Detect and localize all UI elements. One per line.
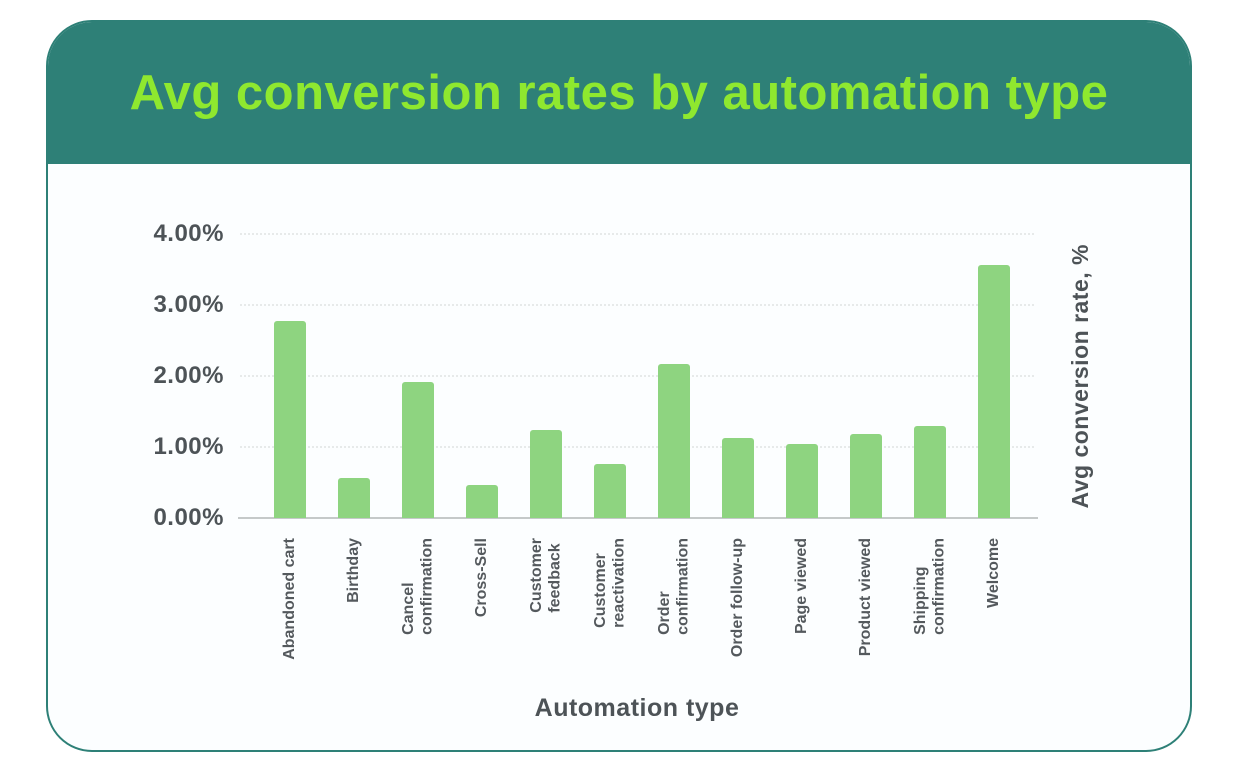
bar-customer-feedback xyxy=(530,430,562,518)
x-category-label: Page viewed xyxy=(792,538,810,635)
bar-welcome xyxy=(978,265,1010,518)
bar-chart: 4.00% 3.00% 2.00% 1.00% 0.00% Abandoned cart… xyxy=(48,22,1190,750)
bar-order-follow-up xyxy=(722,438,754,518)
x-axis-line xyxy=(238,517,1038,519)
bar-cancel-confirmation xyxy=(402,382,434,518)
gridline-2.00% xyxy=(240,375,1034,377)
y-tick-label: 1.00% xyxy=(153,433,224,460)
bar-page-viewed xyxy=(786,444,818,518)
bar-order-confirmation xyxy=(658,364,690,518)
x-category-label: Welcome xyxy=(984,538,1002,608)
bar-shipping-confirmation xyxy=(914,426,946,518)
x-category-label: Cancel confirmation xyxy=(399,538,435,635)
bar-product-viewed xyxy=(850,434,882,518)
gridline-4.00% xyxy=(240,233,1034,235)
x-axis-title: Automation type xyxy=(534,694,740,722)
x-category-label: Order confirmation xyxy=(655,538,691,635)
x-label-slot: Welcome xyxy=(954,538,1034,708)
chart-title: Avg conversion rates by automation type xyxy=(129,66,1109,120)
x-category-label: Product viewed xyxy=(856,538,874,657)
x-category-label: Shipping confirmation xyxy=(911,538,947,635)
y-tick-label: 0.00% xyxy=(153,504,224,531)
x-category-label: Birthday xyxy=(344,538,362,603)
y-axis-title: Avg conversion rate, % xyxy=(1066,243,1093,509)
x-category-label: Order follow-up xyxy=(728,538,746,658)
y-tick-label: 2.00% xyxy=(153,362,224,389)
y-axis-title-wrap: Avg conversion rate, % xyxy=(1048,208,1112,544)
y-tick-label: 4.00% xyxy=(153,220,224,247)
x-category-label: Customer reactivation xyxy=(591,538,627,628)
x-category-label: Abandoned cart xyxy=(280,538,298,660)
bar-cross-sell xyxy=(466,485,498,518)
gridline-1.00% xyxy=(240,446,1034,448)
x-category-label: Customer feedback xyxy=(527,538,563,613)
y-tick-label: 3.00% xyxy=(153,291,224,318)
bar-customer-reactivation xyxy=(594,464,626,518)
chart-card: Avg conversion rates by automation type … xyxy=(46,20,1192,752)
x-category-label: Cross-Sell xyxy=(472,538,490,618)
gridline-3.00% xyxy=(240,304,1034,306)
chart-header: Avg conversion rates by automation type xyxy=(48,22,1190,164)
bar-abandoned-cart xyxy=(274,321,306,518)
bar-birthday xyxy=(338,478,370,518)
